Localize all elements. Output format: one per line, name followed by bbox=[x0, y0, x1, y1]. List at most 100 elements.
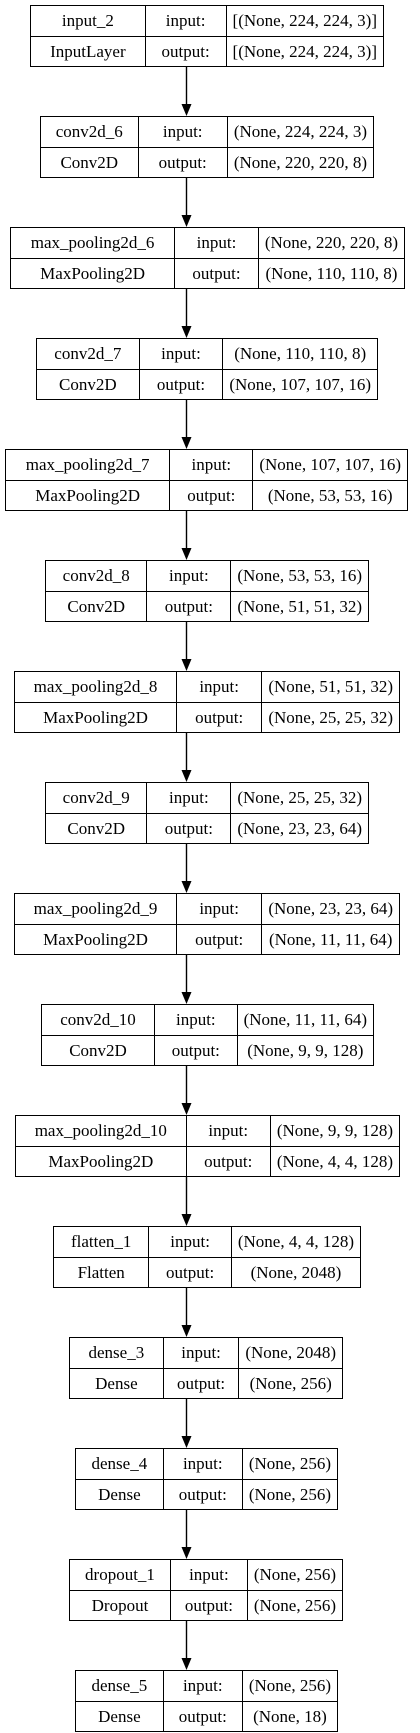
layer-type: Dense bbox=[76, 1478, 164, 1509]
layer-node-max_pooling2d_8: max_pooling2d_8 input: (None, 51, 51, 32) M… bbox=[14, 671, 400, 733]
output-label: output: bbox=[137, 146, 228, 177]
layer-table: dropout_1 input: (None, 256) Dropout output:… bbox=[70, 1560, 342, 1620]
input-label: input: bbox=[148, 1227, 232, 1258]
layer-table: max_pooling2d_10 input: (None, 9, 9, 128) M… bbox=[16, 1116, 399, 1176]
output-shape: (None, 53, 53, 16) bbox=[252, 479, 407, 510]
layer-name: max_pooling2d_10 bbox=[16, 1116, 187, 1147]
arrowhead bbox=[181, 326, 192, 338]
layer-table: max_pooling2d_8 input: (None, 51, 51, 32) M… bbox=[15, 672, 399, 732]
layer-table: dense_3 input: (None, 2048) Dense output: (No… bbox=[70, 1338, 342, 1398]
layer-name: input_2 bbox=[31, 6, 146, 37]
layer-type: Conv2D bbox=[46, 812, 148, 843]
layer-type: Dense bbox=[70, 1367, 164, 1398]
arrowhead bbox=[181, 1436, 192, 1448]
layer-node-max_pooling2d_6: max_pooling2d_6 input: (None, 220, 220, 8)… bbox=[10, 227, 405, 289]
arrowhead bbox=[181, 659, 192, 671]
layer-type: Conv2D bbox=[42, 1034, 156, 1065]
output-shape: (None, 256) bbox=[241, 1478, 337, 1509]
output-shape: (None, 2048) bbox=[230, 1256, 360, 1287]
input-label: input: bbox=[174, 228, 259, 259]
input-shape: (None, 53, 53, 16) bbox=[230, 561, 368, 592]
input-label: input: bbox=[169, 1560, 248, 1591]
layer-name: conv2d_8 bbox=[46, 561, 148, 592]
layer-node-max_pooling2d_10: max_pooling2d_10 input: (None, 9, 9, 128) M… bbox=[15, 1115, 400, 1177]
layer-table: dense_4 input: (None, 256) Dense output: (Non… bbox=[76, 1449, 337, 1509]
layer-name: dropout_1 bbox=[70, 1560, 171, 1591]
output-shape: (None, 107, 107, 16) bbox=[222, 368, 377, 399]
layer-table: max_pooling2d_7 input: (None, 107, 107, 16… bbox=[6, 450, 407, 510]
input-label: input: bbox=[146, 561, 232, 592]
layer-type: Dense bbox=[76, 1700, 164, 1731]
output-shape: (None, 256) bbox=[238, 1367, 342, 1398]
layer-table: flatten_1 input: (None, 4, 4, 128) Flatten o… bbox=[54, 1227, 360, 1287]
layer-node-conv2d_9: conv2d_9 input: (None, 25, 25, 32) Conv2D ou… bbox=[45, 782, 369, 844]
layer-name: conv2d_10 bbox=[42, 1005, 156, 1036]
layer-table: max_pooling2d_9 input: (None, 23, 23, 64) M… bbox=[15, 894, 399, 954]
input-shape: (None, 256) bbox=[241, 1449, 337, 1480]
layer-table: dense_5 input: (None, 256) Dense output: (Non… bbox=[76, 1671, 337, 1731]
arrowhead bbox=[181, 881, 192, 893]
output-label: output: bbox=[175, 701, 263, 732]
layer-name: conv2d_9 bbox=[46, 783, 148, 814]
layer-node-conv2d_8: conv2d_8 input: (None, 53, 53, 16) Conv2D ou… bbox=[45, 560, 369, 622]
layer-name: conv2d_6 bbox=[41, 117, 139, 148]
arrowhead bbox=[181, 548, 192, 560]
arrowhead bbox=[181, 1325, 192, 1337]
output-shape: [(None, 224, 224, 3)] bbox=[225, 35, 383, 66]
arrowhead bbox=[181, 992, 192, 1004]
layer-node-dropout_1: dropout_1 input: (None, 256) Dropout output:… bbox=[69, 1559, 343, 1621]
output-label: output: bbox=[162, 1478, 243, 1509]
input-label: input: bbox=[162, 1449, 243, 1480]
layer-name: max_pooling2d_8 bbox=[15, 672, 177, 703]
layer-name: dense_4 bbox=[76, 1449, 164, 1480]
input-label: input: bbox=[144, 6, 227, 37]
output-shape: (None, 25, 25, 32) bbox=[261, 701, 399, 732]
input-label: input: bbox=[162, 1338, 240, 1369]
layer-table: conv2d_9 input: (None, 25, 25, 32) Conv2D ou… bbox=[46, 783, 368, 843]
input-label: input: bbox=[175, 672, 263, 703]
output-label: output: bbox=[174, 257, 259, 288]
output-label: output: bbox=[162, 1700, 243, 1731]
layer-node-conv2d_7: conv2d_7 input: (None, 110, 110, 8) Conv2D o… bbox=[36, 338, 378, 400]
arrowhead bbox=[181, 770, 192, 782]
layer-table: input_2 input: [(None, 224, 224, 3)] InputL… bbox=[31, 6, 383, 66]
input-shape: (None, 110, 110, 8) bbox=[222, 339, 377, 370]
input-shape: (None, 51, 51, 32) bbox=[261, 672, 399, 703]
output-label: output: bbox=[169, 479, 254, 510]
output-shape: (None, 11, 11, 64) bbox=[261, 923, 399, 954]
layer-node-max_pooling2d_7: max_pooling2d_7 input: (None, 107, 107, 16… bbox=[5, 449, 408, 511]
layer-type: Conv2D bbox=[37, 368, 140, 399]
layer-node-conv2d_6: conv2d_6 input: (None, 224, 224, 3) Conv2D o… bbox=[40, 116, 374, 178]
input-shape: (None, 11, 11, 64) bbox=[236, 1005, 373, 1036]
layer-node-input_2: input_2 input: [(None, 224, 224, 3)] InputL… bbox=[30, 5, 384, 67]
layer-node-dense_5: dense_5 input: (None, 256) Dense output: (Non… bbox=[75, 1670, 338, 1732]
arrowhead bbox=[181, 437, 192, 449]
arrowhead bbox=[181, 1547, 192, 1559]
input-label: input: bbox=[137, 117, 228, 148]
output-label: output: bbox=[146, 812, 232, 843]
input-label: input: bbox=[146, 783, 232, 814]
layer-name: flatten_1 bbox=[54, 1227, 150, 1258]
layer-table: conv2d_7 input: (None, 110, 110, 8) Conv2D o… bbox=[37, 339, 377, 399]
input-shape: (None, 25, 25, 32) bbox=[230, 783, 368, 814]
output-shape: (None, 9, 9, 128) bbox=[236, 1034, 373, 1065]
layer-table: conv2d_8 input: (None, 53, 53, 16) Conv2D ou… bbox=[46, 561, 368, 621]
output-label: output: bbox=[162, 1367, 240, 1398]
layer-type: Flatten bbox=[54, 1256, 150, 1287]
input-shape: (None, 2048) bbox=[238, 1338, 342, 1369]
arrowhead bbox=[181, 104, 192, 116]
arrowhead bbox=[181, 215, 192, 227]
arrowhead bbox=[181, 1103, 192, 1115]
input-shape: (None, 256) bbox=[241, 1671, 337, 1702]
output-shape: (None, 220, 220, 8) bbox=[226, 146, 373, 177]
layer-table: max_pooling2d_6 input: (None, 220, 220, 8)… bbox=[11, 228, 404, 288]
output-label: output: bbox=[146, 590, 232, 621]
input-shape: (None, 107, 107, 16) bbox=[252, 450, 407, 481]
layer-name: max_pooling2d_6 bbox=[11, 228, 176, 259]
output-label: output: bbox=[169, 1589, 248, 1620]
layer-name: dense_5 bbox=[76, 1671, 164, 1702]
layer-table: conv2d_10 input: (None, 11, 11, 64) Conv2D o… bbox=[42, 1005, 373, 1065]
layer-name: max_pooling2d_9 bbox=[15, 894, 177, 925]
output-shape: (None, 256) bbox=[246, 1589, 342, 1620]
layer-name: max_pooling2d_7 bbox=[6, 450, 171, 481]
